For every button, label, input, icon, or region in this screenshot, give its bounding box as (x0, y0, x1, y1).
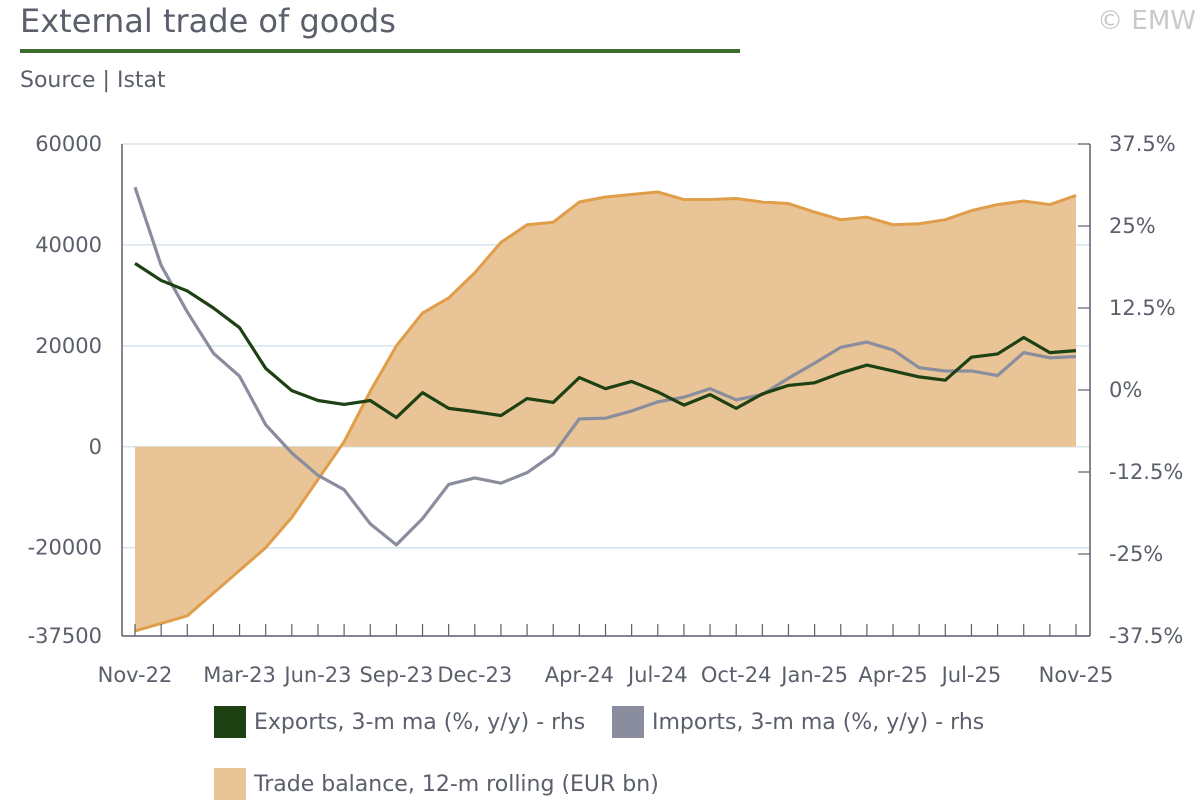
right-tick-label: 12.5% (1109, 296, 1176, 320)
legend-label-trade-balance: Trade balance, 12-m rolling (EUR bn) (254, 771, 659, 797)
left-tick-label: -20000 (28, 536, 102, 560)
legend-swatch-exports (214, 706, 246, 738)
trade-balance-area-layer (134, 190, 1077, 633)
right-tick-label: -37.5% (1109, 624, 1183, 648)
rhs-lines-layer (133, 186, 1077, 547)
copyright-notice: © EMW (1097, 6, 1196, 36)
x-tick-label-jul-25: Jul-25 (940, 663, 1002, 687)
legend-item-trade-balance: Trade balance, 12-m rolling (EUR bn) (214, 766, 659, 802)
legend-item-imports: Imports, 3-m ma (%, y/y) - rhs (612, 704, 984, 740)
x-tick-label-oct-24: Oct-24 (701, 663, 772, 687)
x-tick-label-jun-23: Jun-23 (282, 663, 351, 687)
x-tick-label-sep-23: Sep-23 (359, 663, 433, 687)
left-tick-label: 40000 (35, 233, 102, 257)
x-axis-ticks: Nov-22 Mar-23 Jun-23 Sep-23 Dec-23 Apr-24 Jul-… (98, 663, 1114, 687)
imports-line (133, 186, 1077, 547)
trade-balance-area (135, 191, 1076, 631)
x-tick-label-nov-25: Nov-25 (1039, 663, 1114, 687)
x-tick-label-apr-24: Apr-24 (545, 663, 614, 687)
right-tick-label: -12.5% (1109, 460, 1183, 484)
left-tick-label: 60000 (35, 132, 102, 156)
x-tick-label-nov-22: Nov-22 (98, 663, 173, 687)
legend-item-exports: Exports, 3-m ma (%, y/y) - rhs (214, 704, 585, 740)
plot-frame (121, 143, 1091, 637)
left-axis-ticks: 60000 40000 20000 0 -20000 -37500 (28, 132, 102, 648)
trade-balance-line (134, 190, 1077, 633)
right-tick-label: 25% (1109, 214, 1156, 238)
right-tick-label: 37.5% (1109, 132, 1176, 156)
trade-chart: 60000 40000 20000 0 -20000 -37500 37.5% 25% 12.… (28, 132, 1184, 687)
source-note: Source | Istat (20, 68, 166, 93)
chart-title: External trade of goods (20, 2, 396, 40)
title-underline (20, 49, 740, 53)
legend-swatch-trade-balance (214, 768, 246, 800)
right-tick-label: 0% (1109, 378, 1142, 402)
legend-swatch-imports (612, 706, 644, 738)
x-tick-label-apr-25: Apr-25 (858, 663, 927, 687)
exports-line (134, 262, 1077, 420)
right-axis-ticks: 37.5% 25% 12.5% 0% -12.5% -25% -37.5% (1109, 132, 1183, 648)
left-tick-label: -37500 (28, 624, 102, 648)
right-tick-label: -25% (1109, 542, 1163, 566)
x-tick-label-jul-24: Jul-24 (626, 663, 688, 687)
legend-label-exports: Exports, 3-m ma (%, y/y) - rhs (254, 709, 586, 735)
x-tick-label-dec-23: Dec-23 (437, 663, 512, 687)
legend-label-imports: Imports, 3-m ma (%, y/y) - rhs (652, 709, 985, 735)
x-tick-label-mar-23: Mar-23 (203, 663, 276, 687)
left-tick-label: 0 (89, 435, 102, 459)
left-tick-label: 20000 (35, 334, 102, 358)
x-tick-label-jan-25: Jan-25 (779, 663, 848, 687)
